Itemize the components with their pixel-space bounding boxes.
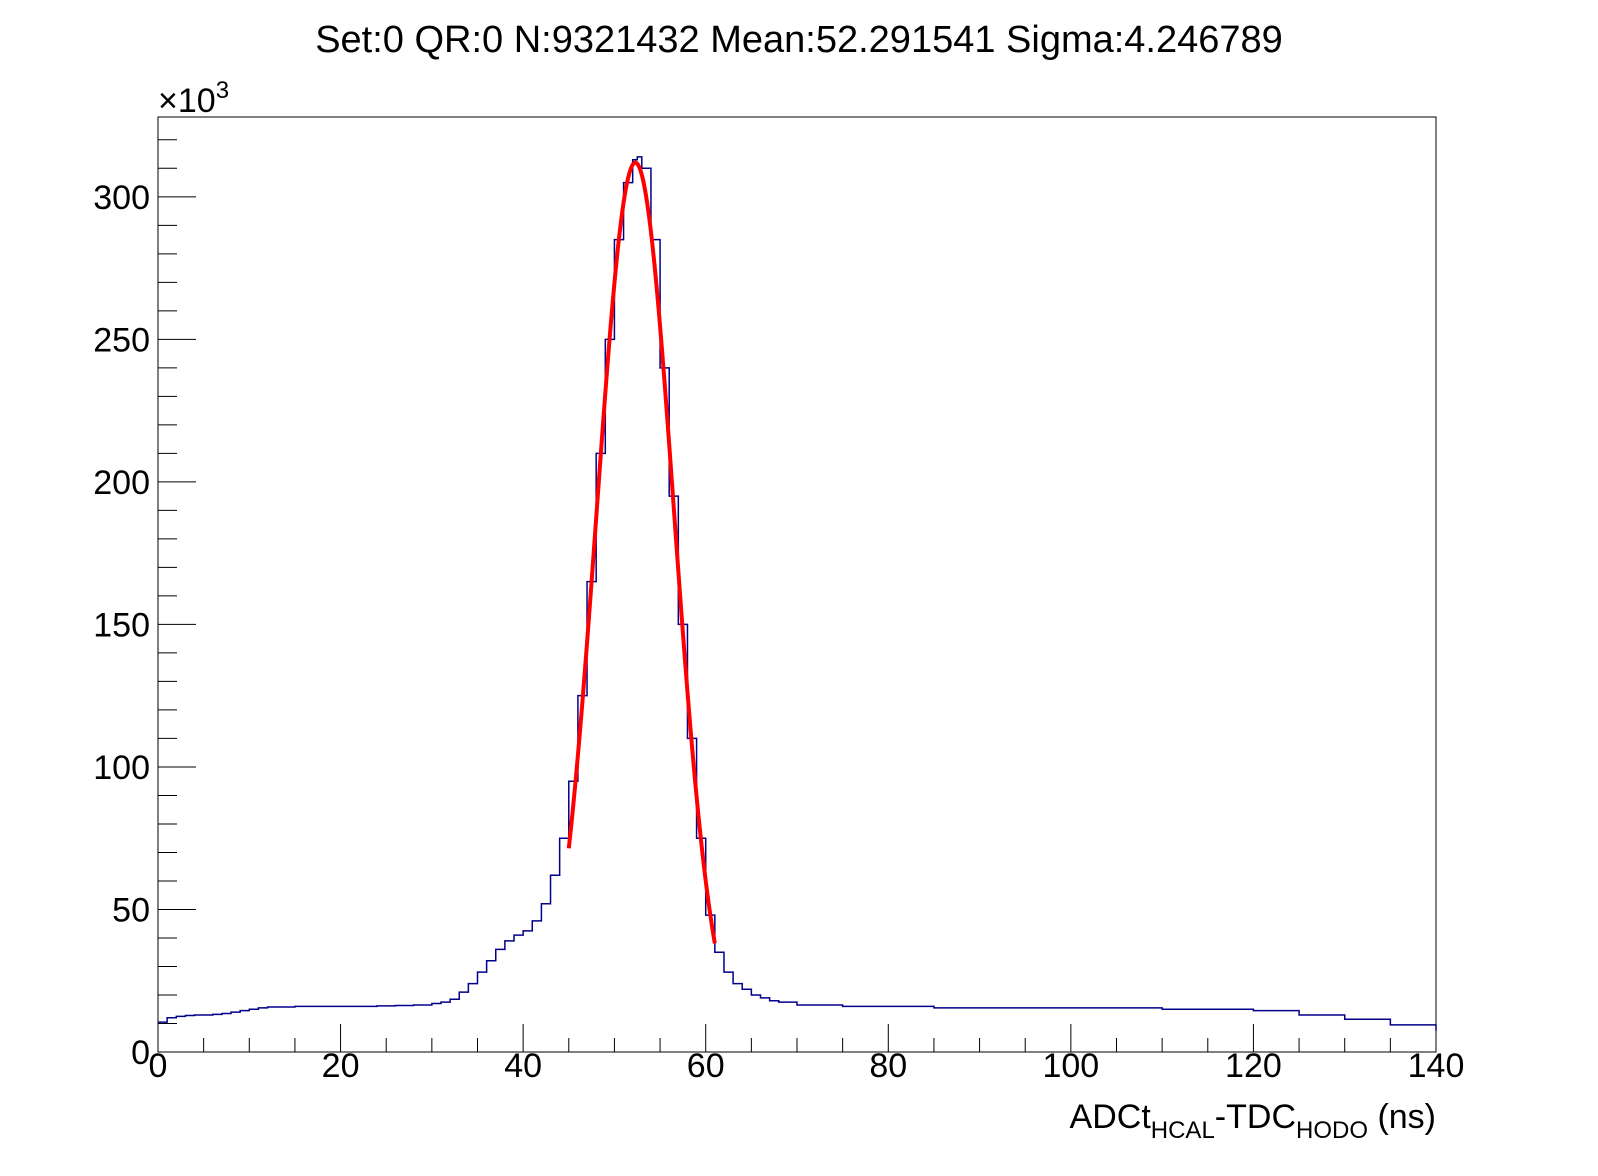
x-label-text: (ns) [1368, 1098, 1436, 1136]
x-tick-label: 100 [1042, 1047, 1099, 1085]
x-label-subscript: HCAL [1151, 1117, 1215, 1144]
y-tick-label: 50 [112, 891, 150, 929]
y-tick-label: 200 [93, 464, 150, 502]
x-tick-label: 60 [687, 1047, 725, 1085]
x-axis-tick-labels: 0 20 40 60 80 100 120 140 [149, 1047, 1465, 1085]
y-tick-label: 150 [93, 606, 150, 644]
x-tick-label: 20 [322, 1047, 360, 1085]
y-axis-multiplier: ×103 [158, 77, 229, 120]
y-tick-label: 0 [131, 1034, 150, 1072]
chart-title: Set:0 QR:0 N:9321432 Mean:52.291541 Sigm… [315, 19, 1283, 61]
y-multiplier-base: ×10 [158, 82, 216, 120]
x-label-text: -TDC [1215, 1098, 1296, 1136]
x-axis-label: ADCtHCAL-TDCHODO (ns) [1070, 1098, 1436, 1144]
x-tick-label: 0 [149, 1047, 168, 1085]
x-tick-label: 140 [1408, 1047, 1465, 1085]
y-tick-label: 100 [93, 749, 150, 787]
x-label-subscript: HODO [1296, 1117, 1368, 1144]
x-tick-label: 40 [504, 1047, 542, 1085]
y-tick-label: 300 [93, 179, 150, 217]
x-tick-label: 120 [1225, 1047, 1282, 1085]
plot-frame [157, 116, 1437, 1053]
x-label-text: ADCt [1070, 1098, 1152, 1136]
x-tick-label: 80 [869, 1047, 907, 1085]
y-multiplier-exponent: 3 [216, 77, 229, 104]
y-axis-tick-labels: 0 50 100 150 200 250 300 [93, 179, 150, 1072]
gaussian-fit-curve [566, 160, 717, 944]
y-tick-label: 250 [93, 321, 150, 359]
histogram-series [158, 156, 1437, 1031]
y-axis-ticks [158, 139, 196, 1053]
